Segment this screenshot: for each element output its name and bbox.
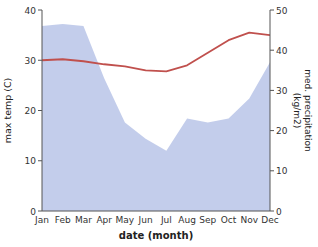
y2-tick-label: 30: [276, 86, 288, 96]
x-tick-label: Jan: [34, 215, 49, 225]
y-tick: [38, 160, 42, 161]
y-tick: [38, 110, 42, 111]
y2-tick: [270, 10, 274, 11]
x-tick-label: Apr: [96, 215, 112, 225]
chart: JanFebMarAprMayJunJulAugSepOctNovDec0102…: [0, 0, 318, 247]
x-tick-label: Jun: [138, 215, 153, 225]
y-axis-label: max temp (C): [2, 78, 13, 144]
y2-tick-label: 20: [276, 126, 288, 136]
y2-tick-label: 0: [276, 207, 282, 217]
y2-tick-label: 50: [276, 6, 288, 16]
x-axis-line: [42, 211, 270, 212]
x-tick-label: Mar: [75, 215, 92, 225]
x-tick-label: Aug: [178, 215, 196, 225]
plot-area: [42, 24, 270, 211]
y-tick-label: 10: [25, 156, 37, 166]
x-tick-label: Nov: [240, 215, 258, 225]
y2-tick: [270, 90, 274, 91]
y-tick-label: 40: [25, 6, 37, 16]
y2-tick: [270, 50, 274, 51]
x-axis-label: date (month): [119, 230, 193, 241]
axes: JanFebMarAprMayJunJulAugSepOctNovDec0102…: [25, 6, 288, 226]
y2-tick: [270, 170, 274, 171]
y2-axis-line: [270, 10, 271, 211]
y2-tick: [270, 211, 274, 212]
x-tick-label: Feb: [55, 215, 71, 225]
x-tick-label: May: [116, 215, 135, 225]
y2-tick: [270, 130, 274, 131]
precipitation-area: [42, 24, 270, 211]
y-tick: [38, 211, 42, 212]
y2-axis-label-line: med. precipitation: [303, 69, 313, 151]
y-tick-label: 30: [25, 56, 37, 66]
y-tick: [38, 60, 42, 61]
y2-tick-label: 40: [276, 46, 288, 56]
x-tick-label: Jul: [160, 215, 172, 225]
y-tick: [38, 10, 42, 11]
x-tick-label: Dec: [261, 215, 278, 225]
y-tick-label: 20: [25, 106, 37, 116]
temperature-line: [42, 33, 270, 72]
y2-axis-label: med. precipitation(kg/m2): [292, 69, 313, 151]
y-tick-label: 0: [30, 207, 36, 217]
x-tick-label: Sep: [199, 215, 216, 225]
x-tick-label: Oct: [221, 215, 237, 225]
y2-tick-label: 10: [276, 166, 288, 176]
y2-axis-label-line: (kg/m2): [292, 93, 302, 128]
